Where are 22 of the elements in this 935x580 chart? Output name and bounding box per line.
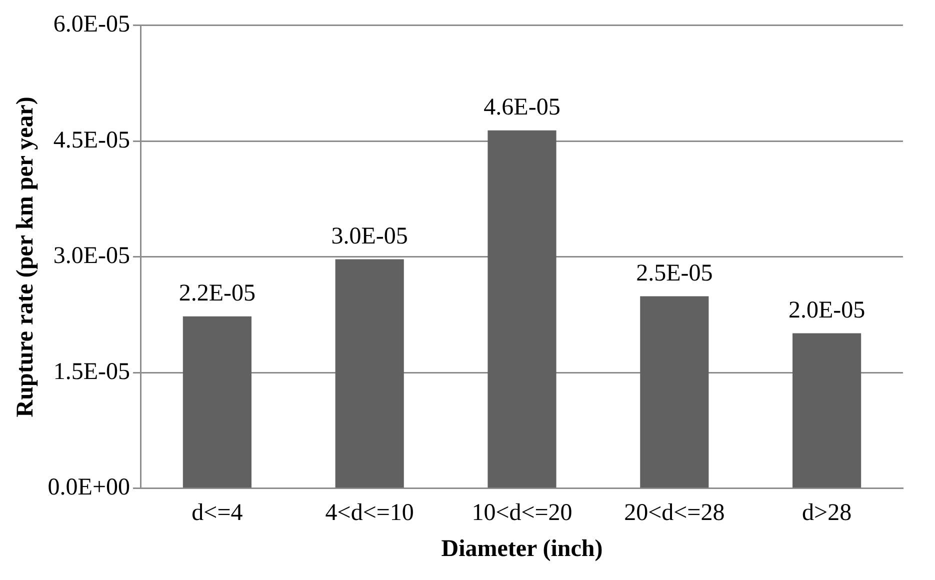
y-tick-label: 1.5E-05	[53, 358, 130, 385]
x-tick-label: 20<d<=28	[624, 500, 725, 526]
bar	[335, 259, 404, 488]
bar	[792, 333, 862, 488]
bar	[488, 130, 556, 488]
y-tick-label: 0.0E+00	[48, 474, 130, 501]
data-label: 4.6E-05	[484, 94, 560, 121]
x-tick-label: d<=4	[192, 500, 243, 526]
y-axis-title: Rupture rate (per km per year)	[12, 96, 39, 418]
y-tick-label: 6.0E-05	[53, 12, 130, 38]
data-label: 2.2E-05	[178, 280, 256, 307]
y-tick-label: 4.5E-05	[53, 127, 130, 154]
y-tick-label: 3.0E-05	[53, 243, 130, 270]
data-label: 2.0E-05	[788, 298, 866, 324]
x-axis-title: Diameter (inch)	[441, 536, 603, 562]
x-tick-label: d>28	[802, 500, 852, 526]
bar	[640, 296, 709, 488]
data-label: 2.5E-05	[636, 260, 713, 287]
x-tick-label: 4<d<=10	[325, 500, 414, 526]
x-tick-label: 10<d<=20	[472, 500, 572, 526]
data-label: 3.0E-05	[331, 224, 408, 250]
bar	[182, 316, 252, 488]
